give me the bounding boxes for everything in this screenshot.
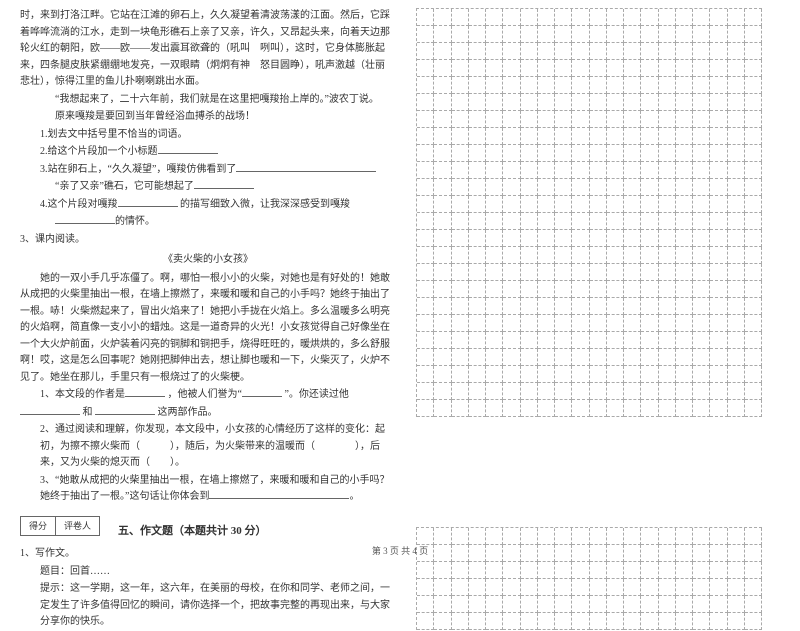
sq3: 3、“她敢从成把的火柴里抽出一根，在墙上擦燃了，来暖和暖和自己的小手吗？她终于抽…: [20, 473, 396, 506]
blank[interactable]: [125, 387, 165, 397]
sq1: 1、本文段的作者是 ，他被人们誉为“ ”。你还读过他: [20, 387, 396, 404]
sq1-line2: 和 这两部作品。: [20, 405, 396, 422]
sq3b: 。: [349, 491, 359, 502]
q4: 4.这个片段对嘎羧 的描写细致入微，让我深深感受到嘎羧: [20, 197, 396, 214]
blank[interactable]: [95, 405, 155, 415]
q4c-text: 的情怀。: [115, 216, 155, 227]
q3b-text: “亲了又亲”礁石，它可能想起了: [55, 181, 194, 192]
writing-hint: 提示：这一学期，这一年，这六年，在美丽的母校，在你和同学、老师之间，一定发生了许…: [20, 581, 396, 631]
q3a: 3.站在卵石上，“久久凝望”，嘎羧仿佛看到了: [20, 162, 396, 179]
passage-3: 原来嘎羧是要回到当年曾经浴血搏杀的战场！: [20, 109, 396, 126]
blank[interactable]: [118, 197, 178, 207]
writing-grid-bottom[interactable]: [416, 527, 762, 630]
sq1e: 这两部作品。: [158, 407, 218, 418]
q2-text: 2.给这个片段加一个小标题: [40, 146, 158, 157]
sq1a: 1、本文段的作者是: [40, 389, 125, 400]
q4c-line: 的情怀。: [20, 214, 396, 231]
q3a-text: 3.站在卵石上，“久久凝望”，嘎羧仿佛看到了: [40, 164, 236, 175]
page-container: 时，来到打洛江畔。它站在江滩的卵石上，久久凝望着清波荡漾的江面。然后，它踩着哗哗…: [0, 0, 800, 540]
sq1c: ”。你还读过他: [284, 389, 348, 400]
story-para: 她的一双小手几乎冻僵了。啊，哪怕一根小小的火柴，对她也是有好处的！她敢从成把的火…: [20, 271, 396, 387]
sq1b: ，他被人们誉为“: [168, 389, 242, 400]
q4a-text: 4.这个片段对嘎羧: [40, 199, 118, 210]
writing-topic: 题目：回首……: [20, 564, 396, 581]
q3b: “亲了又亲”礁石，它可能想起了: [20, 179, 396, 196]
grader-label: 评卷人: [56, 517, 99, 536]
left-column: 时，来到打洛江畔。它站在江滩的卵石上，久久凝望着清波荡漾的江面。然后，它踩着哗哗…: [0, 0, 410, 540]
score-label: 得分: [21, 517, 56, 536]
passage-1: 时，来到打洛江畔。它站在江滩的卵石上，久久凝望着清波荡漾的江面。然后，它踩着哗哗…: [20, 8, 396, 91]
story-title: 《卖火柴的小女孩》: [20, 252, 396, 269]
blank[interactable]: [158, 144, 218, 154]
score-box: 得分 评卷人: [20, 516, 100, 537]
right-column: [410, 0, 780, 540]
passage-2: “我想起来了，二十六年前，我们就是在这里把嘎羧抬上岸的。”波农丁说。: [20, 92, 396, 109]
sq2: 2、通过阅读和理解，你发现，本文段中，小女孩的心情经历了这样的变化：起初，为擦不…: [20, 422, 396, 472]
q4b-text: 的描写细致入微，让我深深感受到嘎羧: [180, 199, 350, 210]
reading-3-title: 3、课内阅读。: [20, 232, 396, 249]
blank[interactable]: [20, 405, 80, 415]
q1: 1.划去文中括号里不恰当的词语。: [20, 127, 396, 144]
blank[interactable]: [55, 214, 115, 224]
blank[interactable]: [242, 387, 282, 397]
blank[interactable]: [194, 179, 254, 189]
q2: 2.给这个片段加一个小标题: [20, 144, 396, 161]
blank[interactable]: [209, 489, 349, 499]
writing-1: 1、写作文。: [20, 546, 396, 563]
writing-grid-top[interactable]: [416, 8, 762, 417]
blank[interactable]: [236, 162, 376, 172]
sq1d: 和: [83, 407, 93, 418]
